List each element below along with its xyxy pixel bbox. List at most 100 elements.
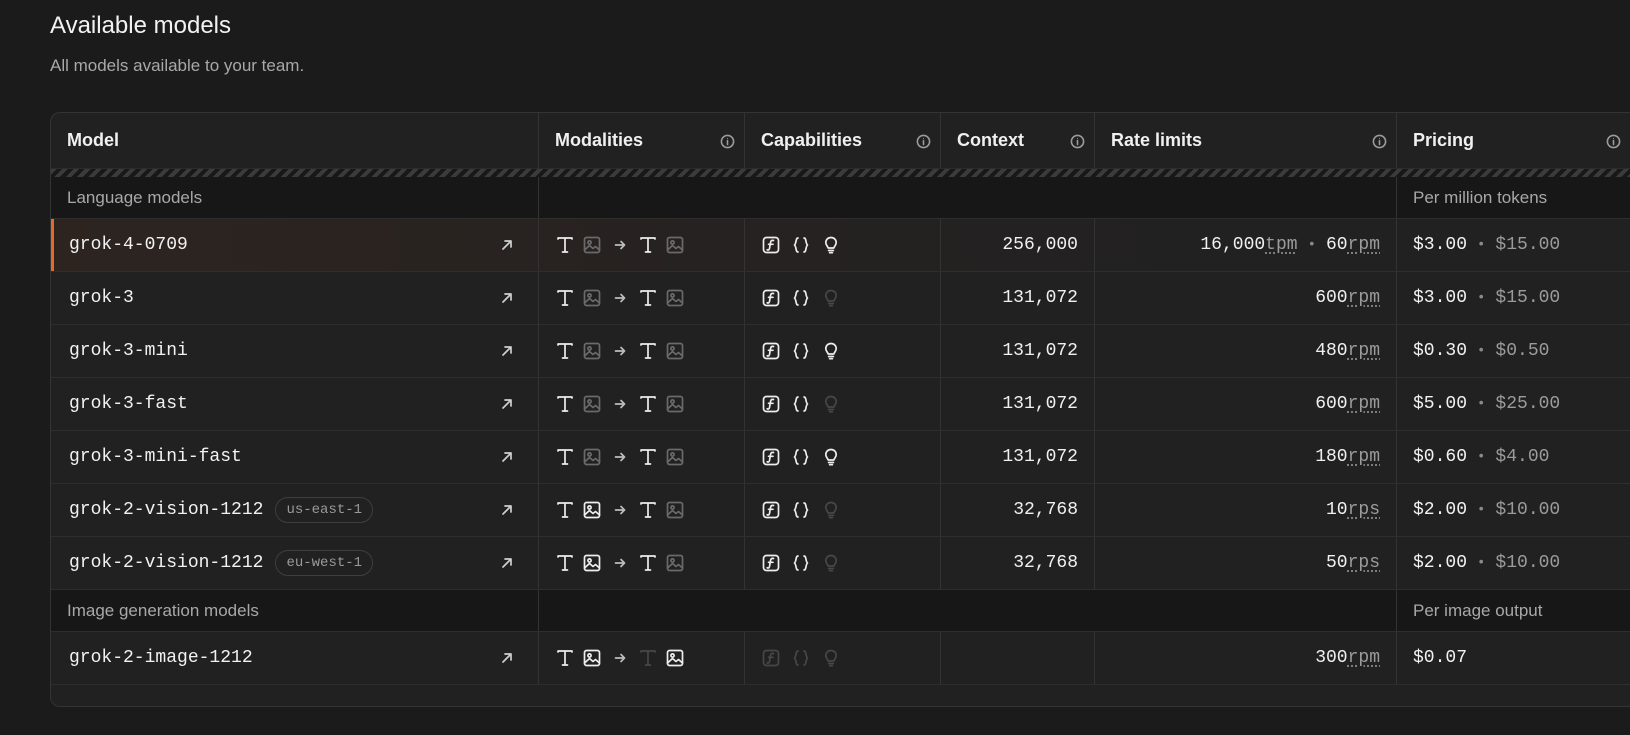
- pricing-cell: $0.60 • $4.00: [1397, 431, 1630, 483]
- pricing-cell: $3.00 • $15.00: [1397, 219, 1630, 271]
- image-icon: [665, 288, 685, 308]
- function-icon: [761, 447, 781, 467]
- model-name: grok-2-image-1212: [69, 648, 253, 668]
- price-input: $2.00: [1413, 553, 1468, 573]
- modalities-cell: [539, 272, 745, 324]
- model-name: grok-2-vision-1212: [69, 553, 264, 573]
- arrow-up-right-icon[interactable]: [500, 651, 514, 665]
- info-icon[interactable]: [720, 133, 735, 149]
- image-icon: [665, 341, 685, 361]
- rate-unit: rps: [1347, 500, 1380, 520]
- function-icon: [761, 500, 781, 520]
- info-icon[interactable]: [1372, 133, 1387, 149]
- capabilities-cell: [745, 537, 941, 589]
- lightbulb-icon: [821, 553, 841, 573]
- model-name-group: grok-3-fast: [69, 394, 188, 414]
- model-name-group: grok-3-mini: [69, 341, 188, 361]
- braces-icon: [791, 648, 811, 668]
- table-row[interactable]: grok-3 131,072 600 rpm $3.00 • $15.00: [51, 272, 1630, 325]
- lightbulb-icon: [821, 447, 841, 467]
- info-icon[interactable]: [1606, 133, 1621, 149]
- arrow-up-right-icon[interactable]: [500, 450, 514, 464]
- braces-icon: [791, 288, 811, 308]
- table-row[interactable]: grok-3-mini 131,072 480 rpm $0.30 • $0.50: [51, 325, 1630, 378]
- rate-limits-cell: 180 rpm: [1095, 431, 1397, 483]
- models-table: Model Modalities Capabilities Context Ra…: [50, 112, 1630, 707]
- image-icon: [665, 500, 685, 520]
- model-cell[interactable]: grok-3-mini-fast: [51, 431, 539, 483]
- table-header: Model Modalities Capabilities Context Ra…: [51, 113, 1630, 168]
- image-icon: [665, 447, 685, 467]
- section-spacer: [539, 590, 1397, 631]
- info-icon[interactable]: [1070, 133, 1085, 149]
- model-name-group: grok-2-vision-1212 us-east-1: [69, 497, 374, 523]
- context-value: 131,072: [1002, 447, 1078, 467]
- model-cell[interactable]: grok-3: [51, 272, 539, 324]
- pricing-note: Per image output: [1413, 600, 1543, 620]
- context-cell: 131,072: [941, 378, 1095, 430]
- modalities-cell: [539, 325, 745, 377]
- arrow-up-right-icon[interactable]: [500, 344, 514, 358]
- rate-unit: rpm: [1347, 341, 1380, 361]
- modalities-cell: [539, 484, 745, 536]
- text-icon: [638, 447, 658, 467]
- col-header-rate-limits: Rate limits: [1095, 113, 1397, 168]
- text-icon: [638, 341, 658, 361]
- pricing-cell: $0.30 • $0.50: [1397, 325, 1630, 377]
- col-header-model: Model: [51, 113, 539, 168]
- capabilities-cell: [745, 219, 941, 271]
- rate-limits-cell: 10 rps: [1095, 484, 1397, 536]
- image-icon: [582, 235, 602, 255]
- model-name-group: grok-4-0709: [69, 235, 188, 255]
- pricing-cell: $2.00 • $10.00: [1397, 484, 1630, 536]
- image-icon: [582, 500, 602, 520]
- table-row[interactable]: grok-2-image-1212 300 rpm $0.07: [51, 632, 1630, 685]
- text-icon: [555, 235, 575, 255]
- table-row[interactable]: grok-2-vision-1212 us-east-1 32,768 10 rps $…: [51, 484, 1630, 537]
- arrow-right-icon: [613, 651, 627, 665]
- rate-limits-cell: 50 rps: [1095, 537, 1397, 589]
- col-label: Pricing: [1413, 130, 1475, 150]
- model-cell[interactable]: grok-4-0709: [51, 219, 539, 271]
- arrow-up-right-icon[interactable]: [500, 503, 514, 517]
- image-icon: [582, 341, 602, 361]
- arrow-up-right-icon[interactable]: [500, 556, 514, 570]
- lightbulb-icon: [821, 500, 841, 520]
- rate-unit: rpm: [1347, 288, 1380, 308]
- arrow-right-icon: [613, 397, 627, 411]
- info-icon[interactable]: [916, 133, 931, 149]
- context-cell: 131,072: [941, 431, 1095, 483]
- model-cell[interactable]: grok-2-vision-1212 eu-west-1: [51, 537, 539, 589]
- arrow-up-right-icon[interactable]: [500, 238, 514, 252]
- model-cell[interactable]: grok-2-image-1212: [51, 632, 539, 684]
- text-icon: [555, 648, 575, 668]
- rate-unit: tpm: [1265, 235, 1298, 255]
- text-icon: [638, 500, 658, 520]
- price-output: $15.00: [1495, 235, 1561, 255]
- arrow-right-icon: [613, 450, 627, 464]
- col-label: Modalities: [555, 130, 644, 150]
- modalities-cell: [539, 537, 745, 589]
- image-icon: [665, 235, 685, 255]
- table-row[interactable]: grok-3-fast 131,072 600 rpm $5.00 • $25.00: [51, 378, 1630, 431]
- col-label: Context: [957, 130, 1024, 150]
- arrow-right-icon: [613, 503, 627, 517]
- context-value: 131,072: [1002, 394, 1078, 414]
- table-row[interactable]: grok-4-0709 256,000 16,000 tpm • 60 rpm $3.00…: [51, 219, 1630, 272]
- table-row[interactable]: grok-3-mini-fast 131,072 180 rpm $0.60 • $4.0…: [51, 431, 1630, 484]
- arrow-up-right-icon[interactable]: [500, 397, 514, 411]
- model-cell[interactable]: grok-3-fast: [51, 378, 539, 430]
- model-cell[interactable]: grok-3-mini: [51, 325, 539, 377]
- rate-unit: rpm: [1347, 648, 1380, 668]
- table-row[interactable]: grok-2-vision-1212 eu-west-1 32,768 50 rps $…: [51, 537, 1630, 590]
- text-icon: [555, 394, 575, 414]
- separator-dot: •: [1477, 343, 1486, 359]
- separator-dot: •: [1477, 502, 1486, 518]
- function-icon: [761, 288, 781, 308]
- rate-limits-cell: 480 rpm: [1095, 325, 1397, 377]
- arrow-up-right-icon[interactable]: [500, 291, 514, 305]
- model-cell[interactable]: grok-2-vision-1212 us-east-1: [51, 484, 539, 536]
- arrow-right-icon: [613, 556, 627, 570]
- capabilities-cell: [745, 378, 941, 430]
- context-cell: 32,768: [941, 537, 1095, 589]
